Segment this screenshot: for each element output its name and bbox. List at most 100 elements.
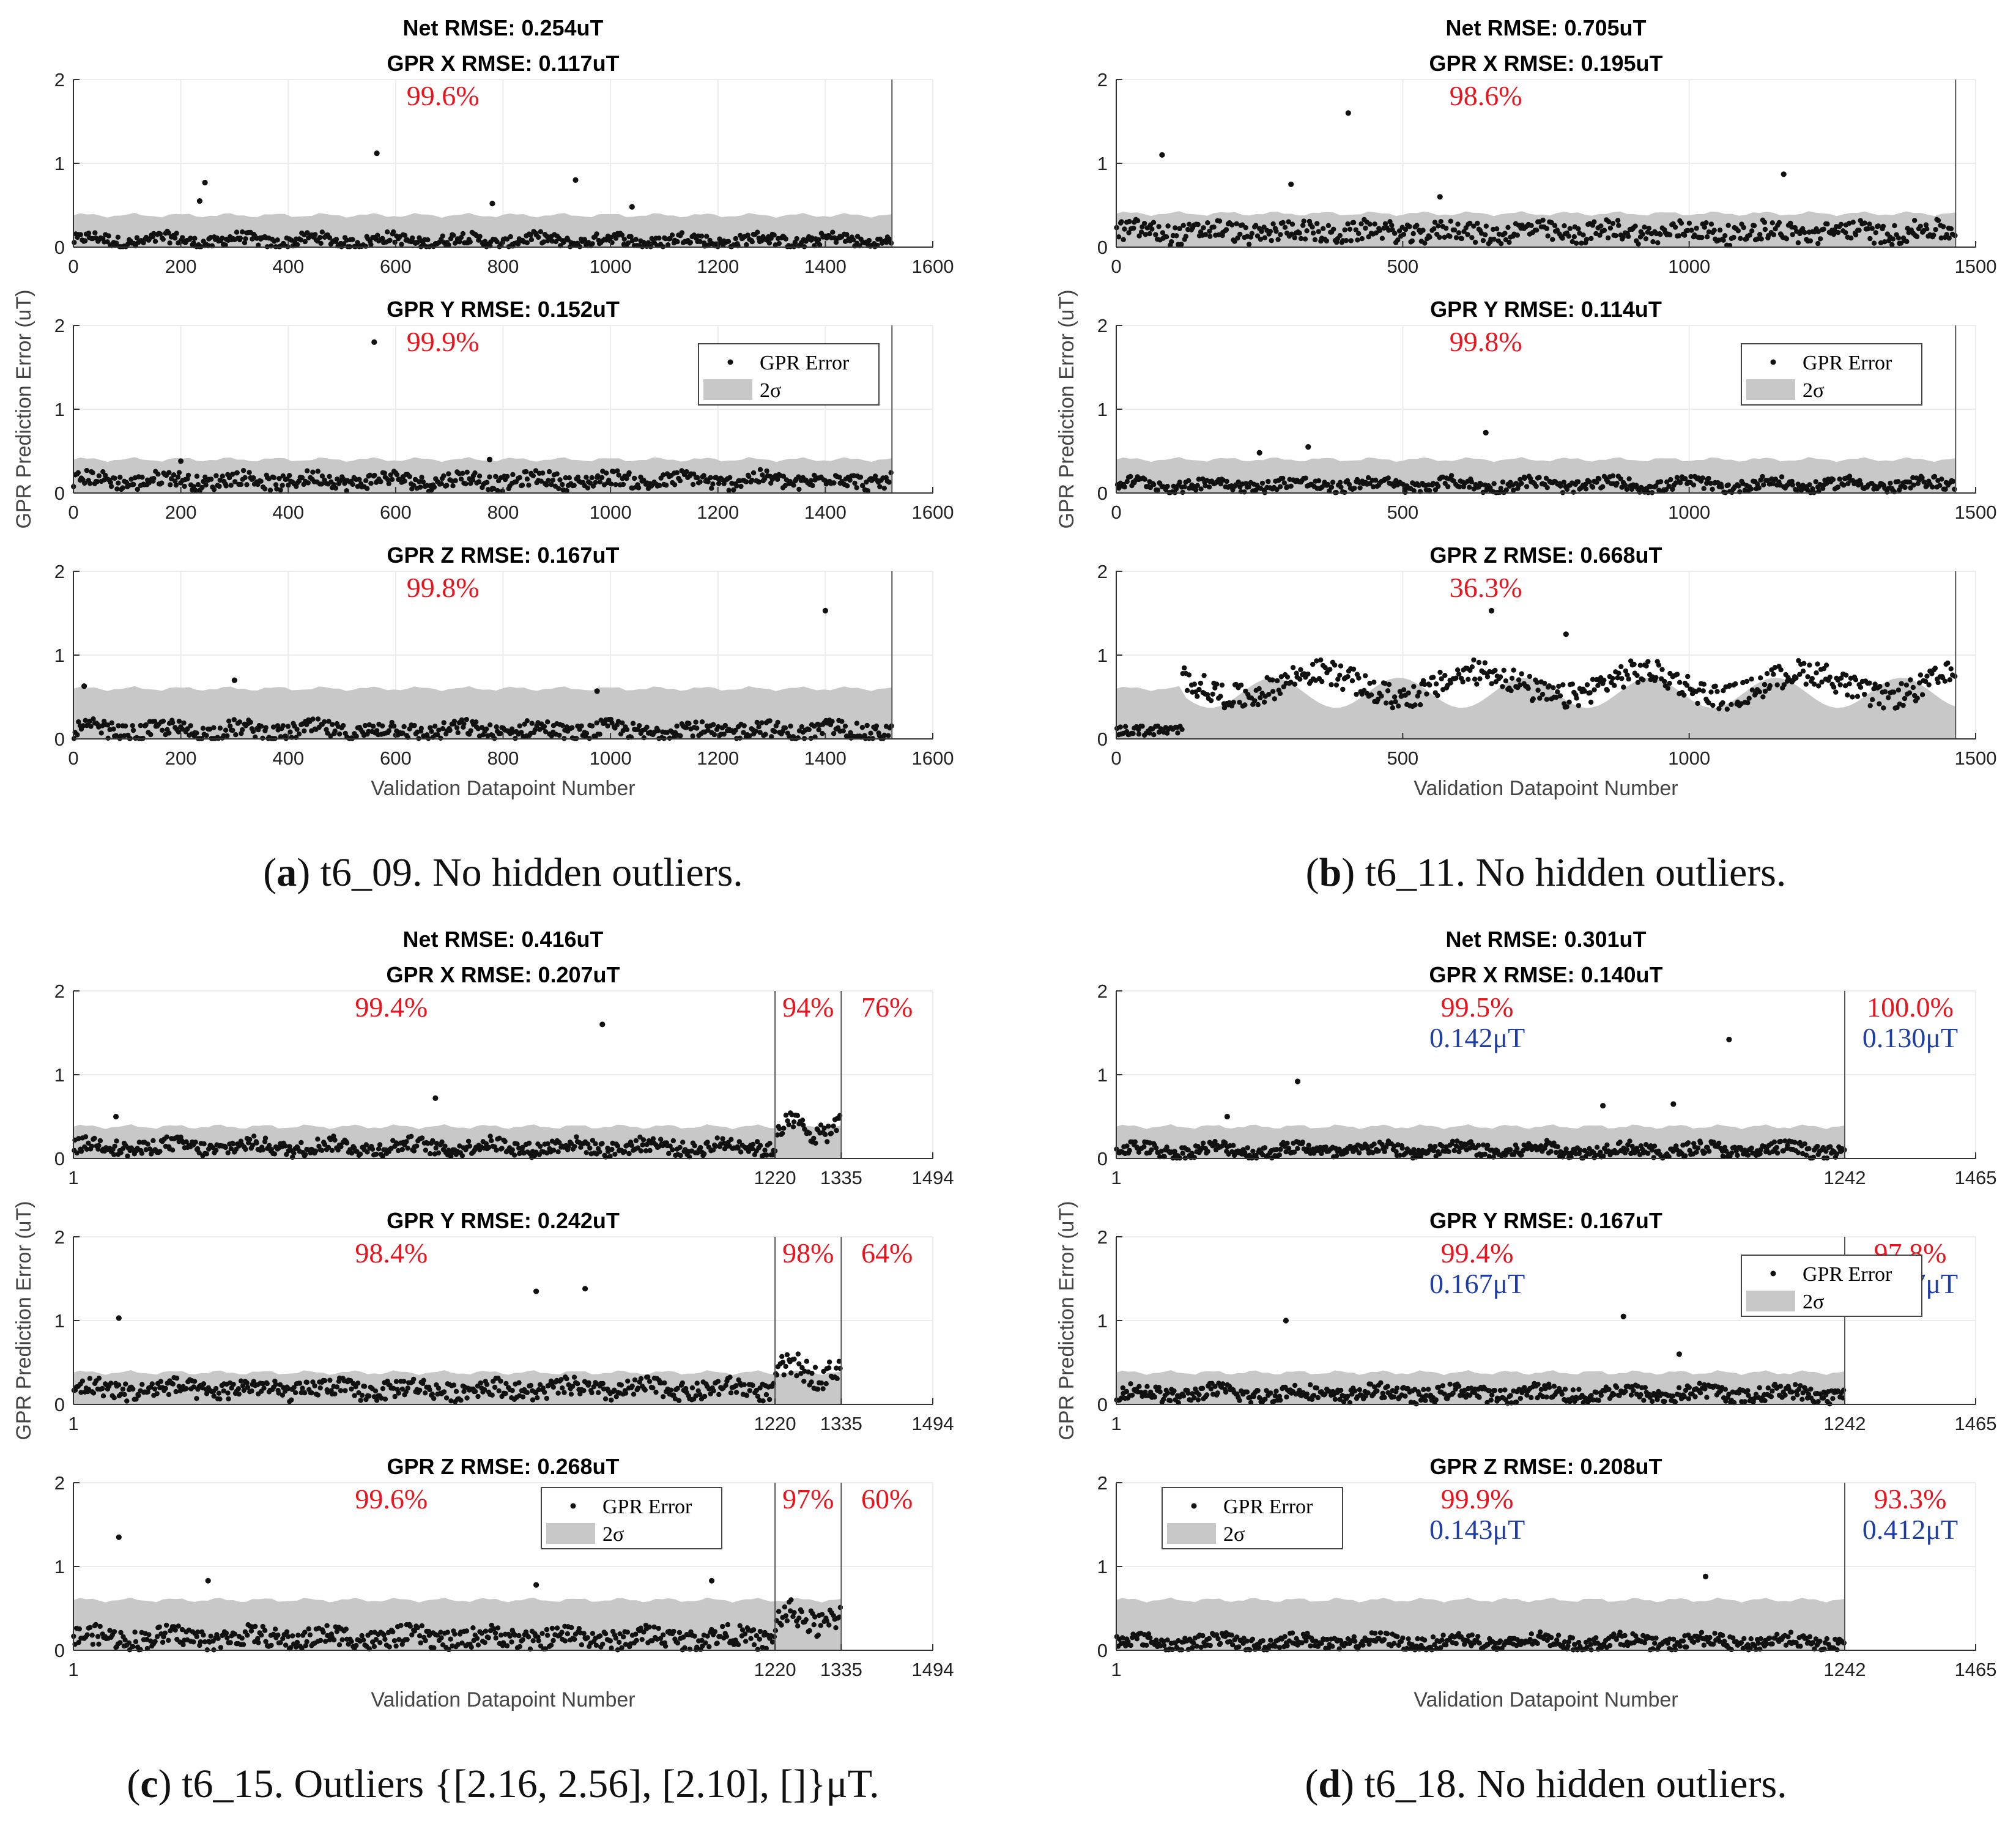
error-point: [223, 242, 228, 248]
error-point: [368, 481, 374, 486]
error-point: [377, 1640, 383, 1645]
error-point: [794, 1373, 799, 1379]
error-point: [1884, 681, 1890, 688]
error-point: [382, 470, 387, 476]
error-point: [439, 1635, 444, 1640]
error-point: [1207, 228, 1212, 234]
error-point: [553, 239, 558, 245]
error-point: [847, 477, 853, 483]
error-point: [1331, 226, 1336, 232]
error-point: [1672, 224, 1678, 230]
error-point: [743, 479, 749, 484]
error-point: [745, 232, 750, 238]
error-point: [473, 719, 479, 725]
error-point: [1714, 689, 1720, 694]
error-point: [550, 1637, 556, 1644]
error-point: [96, 473, 102, 479]
error-point: [492, 1630, 498, 1636]
outlier-point: [573, 177, 579, 183]
error-point: [1587, 479, 1592, 484]
error-point: [1821, 226, 1826, 232]
error-point: [743, 1639, 749, 1644]
error-point: [160, 236, 166, 242]
error-point: [1733, 681, 1738, 687]
error-point: [597, 732, 602, 737]
error-point: [321, 1629, 326, 1635]
x-tick-label: 800: [487, 747, 519, 769]
error-point: [1254, 233, 1261, 239]
error-point: [565, 1631, 571, 1637]
error-point: [1727, 683, 1733, 688]
error-point: [319, 1147, 325, 1154]
error-point: [579, 723, 584, 729]
error-point: [1803, 681, 1809, 687]
error-point: [816, 237, 821, 242]
error-point: [1494, 226, 1500, 232]
error-point: [608, 481, 614, 487]
error-point: [1204, 692, 1210, 697]
error-point: [465, 1138, 472, 1144]
error-point: [223, 727, 229, 733]
outlier-point: [374, 150, 380, 157]
error-point: [368, 242, 374, 247]
error-point: [1725, 223, 1731, 228]
error-point: [692, 1633, 697, 1639]
error-point: [172, 235, 178, 241]
error-point: [1297, 230, 1302, 236]
error-point: [477, 234, 483, 239]
error-point: [1952, 486, 1957, 492]
y-axis-label: GPR Prediction Error (uT): [12, 1201, 35, 1440]
error-point: [1835, 229, 1841, 235]
error-point: [1706, 700, 1711, 706]
error-point: [489, 1138, 494, 1144]
error-point: [330, 722, 335, 727]
error-point: [176, 470, 182, 475]
error-point: [1310, 230, 1316, 236]
error-point: [645, 1374, 651, 1380]
error-point: [1858, 481, 1864, 487]
error-point: [589, 723, 595, 729]
error-point: [831, 731, 837, 736]
error-point: [524, 240, 530, 245]
error-point: [1540, 691, 1546, 697]
error-point: [366, 722, 372, 728]
error-point: [1435, 692, 1440, 699]
error-point: [1924, 673, 1930, 679]
error-point: [363, 243, 369, 249]
error-point: [136, 1393, 141, 1398]
error-point: [613, 1636, 619, 1641]
error-point: [1289, 231, 1294, 237]
error-point: [595, 473, 601, 479]
subplot-title: GPR X RMSE: 0.117uT: [387, 51, 619, 76]
error-point: [1907, 480, 1913, 485]
error-point: [1948, 666, 1954, 672]
error-point: [139, 475, 145, 480]
error-point: [820, 1386, 826, 1392]
error-point: [1303, 475, 1308, 481]
error-point: [1888, 480, 1893, 486]
error-point: [1865, 226, 1870, 232]
error-point: [1904, 239, 1910, 245]
error-point: [865, 488, 870, 494]
error-point: [658, 1136, 664, 1142]
error-point: [864, 722, 870, 728]
error-point: [607, 1638, 613, 1644]
error-point: [369, 1146, 376, 1152]
error-point: [1708, 480, 1713, 486]
error-point: [334, 1384, 340, 1390]
error-point: [564, 1376, 569, 1382]
error-point: [1704, 480, 1710, 486]
error-point: [1471, 223, 1477, 229]
error-point: [596, 1390, 601, 1395]
error-point: [1833, 689, 1839, 695]
error-point: [1890, 236, 1896, 242]
error-point: [367, 472, 372, 478]
subplot-title: GPR Y RMSE: 0.114uT: [1430, 297, 1662, 322]
error-point: [1944, 232, 1949, 237]
caption-paren-open: (: [1306, 850, 1319, 895]
error-point: [1637, 662, 1644, 668]
error-point: [1151, 220, 1157, 225]
error-point: [1855, 694, 1861, 699]
error-point: [589, 475, 595, 481]
